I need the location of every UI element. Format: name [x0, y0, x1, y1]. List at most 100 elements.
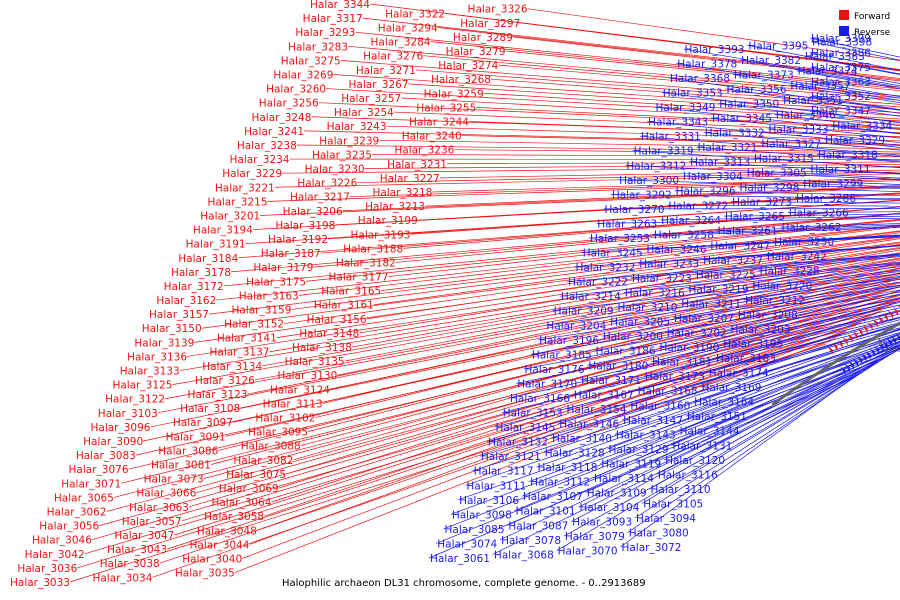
reverse-gene-label: Halar_3262	[781, 222, 841, 234]
reverse-leader-line	[660, 215, 900, 221]
reverse-leader-line	[632, 150, 900, 168]
reverse-gene-label: Halar_3237	[703, 255, 763, 267]
forward-leader-line	[454, 149, 900, 155]
legend-reverse-label: Reverse	[854, 28, 891, 38]
forward-gene-label: Halar_3069	[219, 483, 279, 495]
reverse-gene-label: Halar_3258	[654, 229, 714, 241]
reverse-gene-label: Halar_3211	[681, 298, 741, 310]
forward-leader-line	[423, 55, 900, 99]
forward-gene-label: Halar_3081	[151, 460, 211, 472]
forward-leader-line	[373, 232, 900, 306]
reverse-leader-line	[718, 103, 900, 127]
reverse-leader-line	[732, 74, 900, 101]
reverse-gene-glyph	[844, 364, 851, 373]
reverse-leader-line	[725, 88, 900, 114]
reverse-gene-label: Halar_3327	[761, 138, 821, 150]
forward-leader-line	[322, 269, 900, 404]
reverse-gene-label: Halar_3085	[445, 524, 505, 536]
reverse-leader-line	[501, 316, 900, 413]
reverse-leader-line	[550, 329, 900, 439]
reverse-gene-label: Halar_3329	[825, 135, 885, 147]
reverse-gene-label: Halar_3383	[805, 51, 865, 63]
reverse-leader-line	[642, 348, 900, 504]
reverse-gene-label: Halar_3214	[561, 291, 621, 303]
reverse-gene-label: Halar_3167	[574, 389, 634, 401]
forward-leader-line	[349, 178, 900, 198]
reverse-gene-label: Halar_3351	[783, 95, 843, 107]
reverse-leader-line	[552, 269, 900, 312]
reverse-gene-label: Halar_3220	[752, 280, 812, 292]
reverse-gene-label: Halar_3286	[796, 193, 856, 205]
reverse-leader-line	[443, 358, 883, 530]
reverse-leader-line	[710, 117, 900, 139]
forward-leader-line	[267, 180, 900, 202]
forward-gene-label: Halar_3240	[402, 131, 462, 143]
reverse-leader-line	[587, 300, 900, 366]
reverse-gene-glyph	[840, 366, 846, 376]
forward-gene-label: Halar_3123	[188, 389, 248, 401]
reverse-gene-label: Halar_3343	[648, 117, 708, 129]
reverse-gene-label: Halar_3112	[530, 477, 590, 489]
reverse-gene-label: Halar_3205	[610, 317, 670, 329]
forward-gene-glyph	[857, 328, 863, 337]
forward-leader-line	[262, 253, 900, 367]
forward-gene-label: Halar_3036	[17, 563, 77, 575]
forward-gene-label: Halar_3244	[409, 116, 469, 128]
reverse-gene-label: Halar_3145	[495, 422, 555, 434]
gene-labels: Halar_3033 Halar_3034 Halar_3035 Halar_3036…	[10, 0, 893, 589]
reverse-leader-line	[614, 333, 900, 435]
forward-leader-line	[289, 158, 900, 160]
forward-leader-line	[99, 307, 887, 526]
forward-gene-label: Halar_3057	[122, 516, 182, 528]
reverse-gene-label: Halar_3346	[776, 109, 836, 121]
forward-gene-label: Halar_3063	[129, 502, 189, 514]
reverse-gene-label: Halar_3272	[668, 200, 728, 212]
reverse-leader-line	[738, 186, 900, 192]
forward-leader-line	[152, 340, 832, 578]
forward-gene-label: Halar_3138	[292, 342, 352, 354]
reverse-gene-label: Halar_3332	[705, 128, 765, 140]
reverse-gene-label: Halar_3311	[811, 164, 871, 176]
forward-leader-line	[298, 225, 900, 296]
forward-leader-line	[362, 17, 900, 79]
forward-leader-line	[408, 83, 900, 117]
forward-gene-label: Halar_3226	[297, 178, 357, 190]
forward-gene-glyph	[888, 310, 893, 320]
forward-leader-line	[91, 316, 872, 541]
reverse-leader-line	[596, 217, 900, 224]
reverse-leader-line	[702, 245, 900, 261]
reverse-leader-line	[634, 351, 895, 519]
reverse-leader-line	[607, 337, 900, 450]
reverse-leader-line	[667, 204, 900, 207]
forward-gene-label: Halar_3259	[424, 88, 484, 100]
forward-gene-label: Halar_3076	[69, 464, 129, 476]
reverse-gene-label: Halar_3098	[452, 509, 512, 521]
forward-gene-label: Halar_3102	[255, 413, 315, 425]
forward-gene-glyph	[832, 343, 838, 352]
reverse-gene-label: Halar_3263	[597, 218, 657, 230]
reverse-gene-label: Halar_3318	[818, 149, 878, 161]
reverse-gene-label: Halar_3183	[716, 353, 776, 365]
forward-gene-label: Halar_3193	[350, 229, 410, 241]
reverse-leader-line	[722, 302, 900, 344]
forward-gene-label: Halar_3097	[173, 417, 233, 429]
forward-leader-line	[344, 254, 900, 362]
forward-gene-label: Halar_3241	[244, 126, 304, 138]
reverse-gene-label: Halar_3105	[643, 498, 703, 510]
reverse-gene-label: Halar_3270	[605, 204, 665, 216]
reverse-gene-glyph	[882, 341, 888, 350]
reverse-gene-label: Halar_3334	[832, 120, 892, 132]
forward-gene-label: Halar_3056	[39, 521, 99, 533]
forward-leader-line	[150, 272, 900, 428]
forward-leader-line	[425, 185, 900, 207]
reverse-leader-line	[645, 235, 900, 250]
reverse-gene-glyph	[891, 336, 897, 345]
reverse-leader-line	[767, 128, 900, 143]
reverse-leader-line	[616, 271, 900, 308]
forward-gene-label: Halar_3199	[358, 215, 418, 227]
forward-gene-label: Halar_3206	[283, 206, 343, 218]
forward-leader-line	[320, 206, 900, 254]
forward-leader-line	[403, 206, 900, 249]
forward-leader-line	[238, 206, 900, 259]
reverse-gene-label: Halar_3398	[812, 37, 872, 49]
